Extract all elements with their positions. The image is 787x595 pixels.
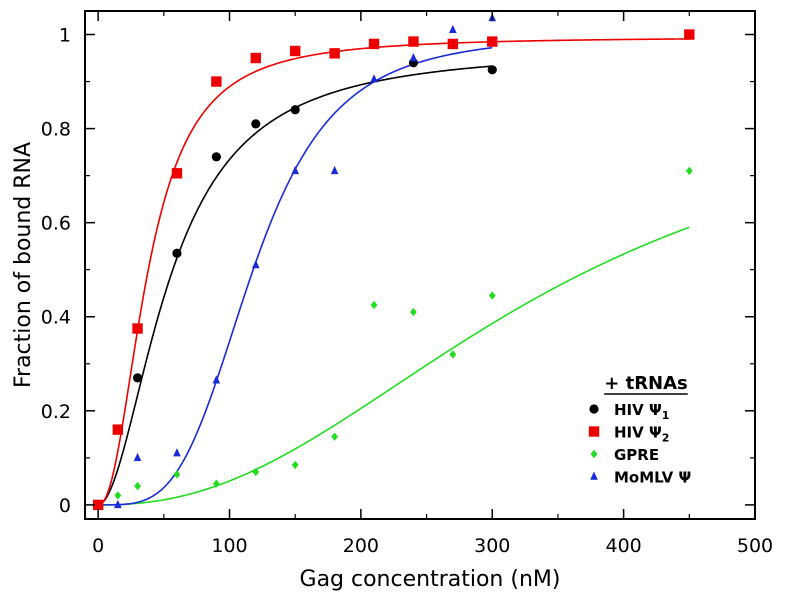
y-tick-label: 1 (59, 25, 71, 47)
data-point-hiv-1 (132, 373, 143, 383)
data-point-hiv-2 (250, 52, 261, 64)
x-tick-label: 400 (605, 535, 641, 557)
plot-frame (84, 10, 756, 520)
x-tick-label: 200 (343, 535, 379, 557)
legend-marker-hiv-2 (588, 426, 600, 437)
data-point-gpre (685, 166, 693, 176)
legend-label-hiv-2: HIV Ψ2 (614, 424, 669, 445)
y-axis-title: Fraction of bound RNA (11, 142, 36, 388)
data-point-gpre (449, 350, 457, 359)
data-point-hiv-2 (171, 168, 183, 179)
data-point-hiv-2 (408, 36, 419, 47)
data-point-hiv-2 (447, 38, 459, 50)
data-point-gpre (331, 432, 339, 441)
x-tick-label: 300 (474, 535, 510, 557)
data-point-hiv-2 (132, 323, 143, 334)
data-point-gpre (212, 479, 220, 488)
fit-curves (97, 38, 690, 506)
y-tick-label: 0.2 (41, 401, 71, 423)
data-point-hiv-2 (289, 45, 301, 57)
data-point-gpre (488, 291, 496, 300)
data-point-gpre (114, 491, 122, 500)
x-tick-label: 500 (737, 535, 773, 557)
fit-curve-gpre (98, 226, 690, 506)
fit-curve-momlv (98, 46, 493, 506)
legend-marker-momlv (590, 471, 598, 480)
data-point-momlv (212, 375, 221, 384)
data-point-gpre (370, 300, 378, 310)
data-point-gpre (291, 460, 299, 470)
y-tick-label: 0.4 (41, 307, 71, 329)
data-point-momlv (291, 165, 299, 175)
fit-curve-hiv-1 (98, 65, 493, 506)
data-point-momlv (449, 24, 457, 34)
data-point-gpre (173, 470, 181, 479)
data-point-hiv-2 (368, 38, 380, 50)
data-markers (92, 13, 695, 511)
axis-ticks: 0 100 200 300 400 500 0 0.2 0.4 0.6 0.8 1 (41, 11, 773, 557)
y-tick-label: 0.8 (41, 119, 71, 141)
y-tick-label: 0.6 (41, 213, 71, 235)
data-point-momlv (114, 499, 122, 509)
legend-label-momlv: MoMLV Ψ (614, 469, 691, 487)
data-point-momlv (173, 448, 181, 457)
data-point-hiv-2 (211, 76, 222, 87)
data-point-hiv-1 (251, 119, 261, 129)
legend-marker-gpre (590, 449, 598, 459)
legend-label-gpre: GPRE (614, 446, 659, 464)
data-point-hiv-1 (211, 152, 221, 162)
data-point-momlv (330, 165, 339, 175)
fit-curve-hiv-2 (97, 38, 690, 506)
data-point-hiv-2 (112, 424, 124, 435)
data-point-gpre (410, 307, 417, 317)
data-point-hiv-2 (684, 29, 695, 40)
data-point-hiv-2 (329, 48, 340, 59)
data-point-hiv-1 (487, 65, 497, 75)
data-point-momlv (370, 74, 378, 83)
data-point-hiv-1 (172, 248, 182, 258)
legend-title: + tRNAs (604, 373, 688, 394)
data-point-momlv (133, 452, 142, 462)
data-point-momlv (251, 260, 260, 269)
data-point-hiv-2 (92, 499, 104, 511)
x-tick-label: 0 (92, 535, 104, 557)
data-point-gpre (134, 481, 141, 491)
x-axis-title: Gag concentration (nM) (300, 567, 561, 592)
legend-label-hiv-1: HIV Ψ1 (614, 401, 669, 422)
y-tick-label: 0 (59, 495, 71, 517)
data-point-momlv (409, 53, 418, 62)
x-tick-label: 100 (211, 535, 247, 557)
data-point-hiv-2 (487, 36, 498, 47)
data-point-hiv-1 (290, 105, 300, 115)
legend-marker-hiv-1 (589, 404, 599, 414)
data-point-gpre (252, 467, 260, 477)
